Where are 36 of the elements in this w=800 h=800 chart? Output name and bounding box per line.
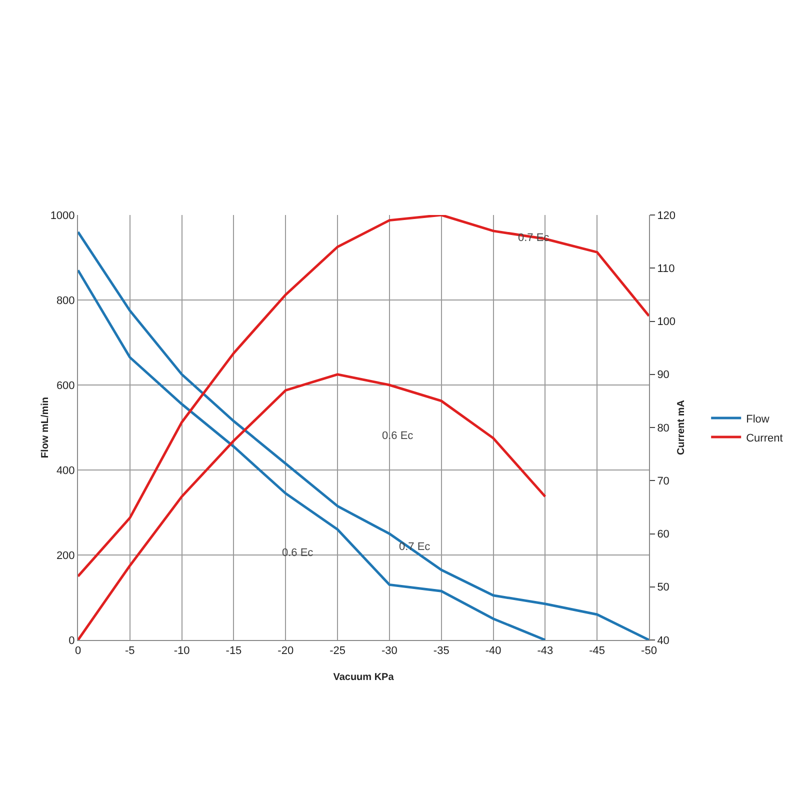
x-tick-label: -20: [278, 645, 294, 658]
legend-label: Current: [746, 432, 783, 444]
y-tick-label: 1000: [50, 210, 75, 222]
y2-tick-label: 100: [657, 316, 676, 328]
y2-axis-title: Current mA: [676, 400, 687, 456]
y-tick-label: 400: [56, 464, 75, 477]
x-tick-label: -45: [589, 645, 606, 658]
y-tick-label: 800: [56, 294, 75, 307]
line-series: [78, 215, 649, 578]
x-axis-title: Vacuum KPa: [333, 672, 394, 683]
x-tick-label: -40: [485, 645, 502, 658]
y-tick-label: 0: [68, 634, 75, 647]
y2-tick-label: 90: [657, 369, 670, 382]
x-tick-label: -50: [641, 645, 657, 658]
legend-label: Flow: [746, 413, 770, 426]
x-tick-label: -5: [125, 645, 135, 658]
y2-tick-label: 120: [657, 210, 676, 222]
y-tick-label: 200: [56, 550, 75, 562]
annotation: 0.6 Ec: [282, 547, 314, 559]
y2-tick-label: 50: [657, 582, 670, 594]
annotation: 0.6 Ec: [382, 430, 414, 442]
y2-tick-label: 40: [657, 634, 670, 647]
x-tick-label: -10: [174, 645, 190, 658]
y2-tick-label: 60: [657, 528, 670, 541]
line-series: [78, 373, 546, 640]
y-tick-label: 600: [56, 380, 75, 392]
x-tick-label: -15: [226, 645, 242, 658]
y2-tick-label: 110: [657, 262, 675, 275]
y-axis-title: Flow mL/min: [40, 396, 51, 458]
x-tick-label: -43: [537, 645, 554, 658]
y2-tick-label: 70: [657, 475, 670, 488]
x-tick-label: -30: [381, 645, 398, 658]
x-tick-label: -25: [330, 645, 346, 658]
y2-tick-label: 80: [657, 422, 670, 434]
line-series: [78, 269, 546, 640]
x-tick-label: -35: [433, 645, 450, 658]
